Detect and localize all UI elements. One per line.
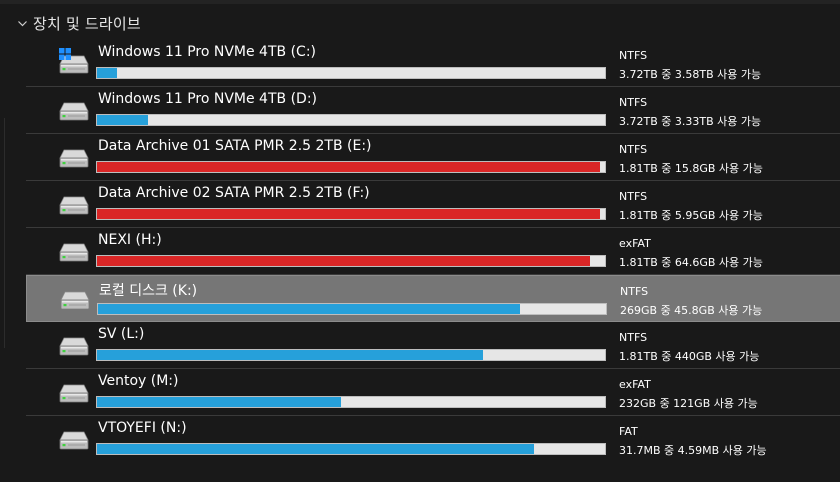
drive-icon: [58, 142, 90, 170]
usage-bar: [96, 208, 606, 220]
drive-filesystem: exFAT: [619, 237, 651, 250]
drive-name: Data Archive 02 SATA PMR 2.5 2TB (F:): [98, 185, 370, 201]
drive-filesystem: FAT: [619, 425, 638, 438]
drive-item[interactable]: Windows 11 Pro NVMe 4TB (C:) NTFS 3.72TB…: [26, 40, 840, 87]
drive-name: Windows 11 Pro NVMe 4TB (D:): [98, 91, 317, 107]
drive-item[interactable]: Ventoy (M:) exFAT 232GB 중 121GB 사용 가능: [26, 369, 840, 416]
drive-name: Data Archive 01 SATA PMR 2.5 2TB (E:): [98, 138, 372, 154]
drive-filesystem: NTFS: [619, 49, 648, 62]
drive-name: VTOYEFI (N:): [98, 420, 187, 436]
drive-free-space: 269GB 중 45.8GB 사용 가능: [620, 304, 763, 317]
drive-filesystem: NTFS: [619, 190, 648, 203]
usage-fill: [97, 444, 534, 454]
drive-item[interactable]: 로컬 디스크 (K:) NTFS 269GB 중 45.8GB 사용 가능: [26, 275, 840, 322]
usage-bar: [96, 443, 606, 455]
drive-icon: [58, 424, 90, 452]
usage-bar: [96, 255, 606, 267]
usage-bar: [96, 349, 606, 361]
drive-icon: [58, 236, 90, 264]
drive-filesystem: NTFS: [619, 331, 648, 344]
usage-bar: [96, 161, 606, 173]
drive-icon: [58, 189, 90, 217]
drive-name: NEXI (H:): [98, 232, 162, 248]
usage-bar: [96, 396, 606, 408]
usage-fill: [97, 209, 600, 219]
window-top-border: [0, 0, 840, 4]
drive-name: 로컬 디스크 (K:): [99, 283, 198, 299]
drive-free-space: 3.72TB 중 3.33TB 사용 가능: [619, 115, 762, 128]
drive-item[interactable]: Windows 11 Pro NVMe 4TB (D:) NTFS 3.72TB…: [26, 87, 840, 134]
drive-icon: [59, 284, 91, 312]
drive-free-space: 1.81TB 중 64.6GB 사용 가능: [619, 256, 763, 269]
usage-fill: [98, 304, 520, 314]
drive-icon: [58, 377, 90, 405]
drive-list: Windows 11 Pro NVMe 4TB (C:) NTFS 3.72TB…: [26, 40, 840, 463]
usage-fill: [97, 350, 484, 360]
usage-fill: [97, 115, 148, 125]
drive-name: Ventoy (M:): [98, 373, 179, 389]
section-title: 장치 및 드라이브: [33, 14, 141, 33]
drive-free-space: 3.72TB 중 3.58TB 사용 가능: [619, 68, 762, 81]
drive-name: Windows 11 Pro NVMe 4TB (C:): [98, 44, 316, 60]
drive-filesystem: NTFS: [619, 96, 648, 109]
drive-name: SV (L:): [98, 326, 145, 342]
drive-item[interactable]: Data Archive 01 SATA PMR 2.5 2TB (E:) NT…: [26, 134, 840, 181]
drive-free-space: 232GB 중 121GB 사용 가능: [619, 397, 758, 410]
usage-fill: [97, 397, 341, 407]
usage-fill: [97, 162, 600, 172]
usage-bar: [96, 114, 606, 126]
drive-item[interactable]: SV (L:) NTFS 1.81TB 중 440GB 사용 가능: [26, 322, 840, 369]
drive-item[interactable]: VTOYEFI (N:) FAT 31.7MB 중 4.59MB 사용 가능: [26, 416, 840, 463]
drive-free-space: 1.81TB 중 5.95GB 사용 가능: [619, 209, 763, 222]
drive-icon: [58, 95, 90, 123]
drive-free-space: 31.7MB 중 4.59MB 사용 가능: [619, 444, 767, 457]
drive-icon: [58, 330, 90, 358]
usage-bar: [96, 67, 606, 79]
drive-free-space: 1.81TB 중 440GB 사용 가능: [619, 350, 760, 363]
usage-fill: [97, 68, 118, 78]
drive-filesystem: NTFS: [620, 285, 649, 298]
drive-free-space: 1.81TB 중 15.8GB 사용 가능: [619, 162, 763, 175]
navigation-pane-edge: [4, 118, 5, 348]
chevron-down-icon[interactable]: [16, 17, 28, 29]
usage-fill: [97, 256, 590, 266]
drive-item[interactable]: NEXI (H:) exFAT 1.81TB 중 64.6GB 사용 가능: [26, 228, 840, 275]
drive-item[interactable]: Data Archive 02 SATA PMR 2.5 2TB (F:) NT…: [26, 181, 840, 228]
usage-bar: [97, 303, 607, 315]
drive-filesystem: NTFS: [619, 143, 648, 156]
windows-drive-icon: [58, 48, 90, 76]
drive-filesystem: exFAT: [619, 378, 651, 391]
section-header-devices-and-drives[interactable]: 장치 및 드라이브: [16, 11, 141, 35]
